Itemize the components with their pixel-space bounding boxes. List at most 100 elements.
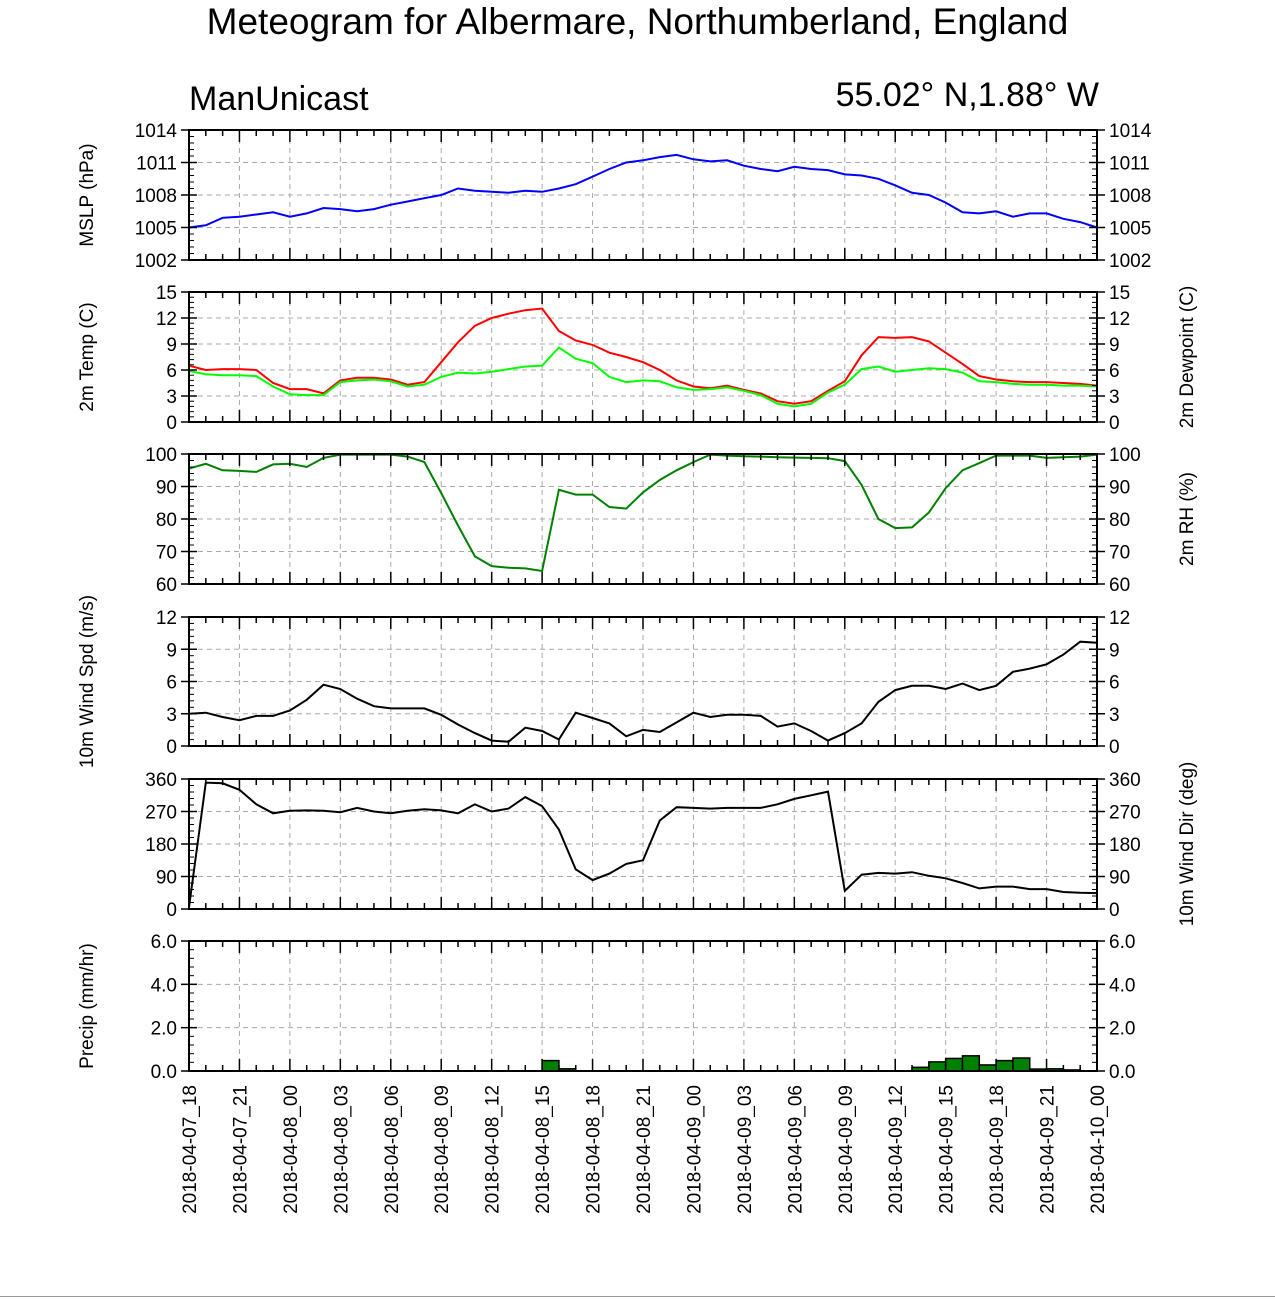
y-tick-label-left: 12 (156, 309, 177, 330)
x-tick-label: 2018-04-09_03 (735, 1085, 756, 1214)
precip-bar (944, 1057, 964, 1072)
y-tick-label-left: 100 (145, 445, 177, 466)
series-temp-temp (188, 307, 1098, 405)
location-coordinates: 55.02° N,1.88° W (835, 76, 1099, 114)
left-axis-label: Precip (mm/hr) (77, 943, 98, 1069)
y-tick-label-right: 1002 (1109, 251, 1151, 272)
y-tick-label-right: 0 (1109, 737, 1120, 758)
left-axis-label: MSLP (hPa) (77, 143, 98, 246)
y-tick-label-right: 90 (1109, 868, 1130, 889)
y-tick-label-right: 1014 (1109, 121, 1152, 142)
precip-bar (995, 1059, 1014, 1072)
y-tick-label-left: 360 (145, 770, 177, 791)
x-tick-label: 2018-04-08_00 (281, 1085, 302, 1214)
x-tick-label: 2018-04-09_09 (836, 1085, 857, 1214)
x-tick-label: 2018-04-08_09 (432, 1085, 453, 1214)
precip-bar (541, 1059, 560, 1072)
x-tick-label: 2018-04-09_21 (1038, 1085, 1059, 1214)
x-tick-label: 2018-04-08_18 (584, 1085, 605, 1214)
x-tick-label: 2018-04-08_06 (382, 1085, 403, 1214)
y-tick-label-right: 3 (1109, 387, 1120, 408)
panel-temp: 0 3 6 9 12 15 0 3 6 9 12 15 2m Temp (C) 2m Dewpoint (… (77, 283, 1198, 434)
bottom-divider (0, 1296, 1275, 1297)
y-tick-label-left: 90 (156, 478, 177, 499)
precip-bar (1012, 1057, 1031, 1072)
x-tick-label: 2018-04-07_18 (180, 1085, 201, 1214)
y-tick-label-right: 12 (1109, 309, 1130, 330)
chart-title: Meteogram for Albermare, Northumberland,… (206, 1, 1069, 42)
y-tick-label-right: 12 (1109, 608, 1130, 629)
y-tick-label-right: 60 (1109, 575, 1130, 596)
y-tick-label-left: 1014 (135, 121, 178, 142)
y-tick-label-left: 6 (166, 361, 177, 382)
y-tick-label-left: 0.0 (151, 1062, 177, 1083)
model-name: ManUnicast (189, 80, 369, 118)
x-tick-label: 2018-04-08_03 (331, 1085, 352, 1214)
y-tick-label-right: 15 (1109, 283, 1130, 304)
y-tick-label-left: 9 (166, 640, 177, 661)
y-tick-label-left: 3 (166, 705, 177, 726)
right-axis-label: 2m RH (%) (1177, 472, 1198, 566)
x-tick-label: 2018-04-09_06 (785, 1085, 806, 1214)
y-tick-label-left: 1002 (135, 251, 177, 272)
y-tick-label-right: 2.0 (1109, 1019, 1135, 1040)
y-tick-label-left: 9 (166, 335, 177, 356)
panel-wspd: 0 3 6 9 12 0 3 6 9 12 10m Wind Spd (m/s) (77, 595, 1130, 768)
y-tick-label-left: 0 (166, 900, 177, 921)
y-tick-label-right: 360 (1109, 770, 1141, 791)
precip-bar (961, 1055, 981, 1072)
y-tick-label-left: 70 (156, 543, 177, 564)
y-tick-label-left: 1011 (136, 154, 177, 175)
series-wspd-wind (188, 640, 1098, 743)
x-tick-label: 2018-04-09_12 (886, 1085, 907, 1214)
y-tick-label-right: 3 (1109, 705, 1120, 726)
y-tick-label-left: 180 (145, 835, 177, 856)
y-tick-label-left: 1008 (135, 186, 177, 207)
x-tick-label: 2018-04-09_00 (684, 1085, 705, 1214)
precip-bar (928, 1061, 947, 1072)
y-tick-label-left: 4.0 (151, 975, 177, 996)
y-tick-label-left: 270 (145, 803, 177, 824)
y-tick-label-right: 9 (1109, 640, 1120, 661)
y-tick-label-left: 2.0 (151, 1019, 177, 1040)
y-tick-label-left: 12 (156, 608, 177, 629)
y-tick-label-left: 6 (166, 673, 177, 694)
y-tick-label-right: 0 (1109, 900, 1120, 921)
y-tick-label-left: 90 (156, 868, 177, 889)
y-tick-label-right: 180 (1109, 835, 1141, 856)
y-tick-label-left: 3 (166, 387, 177, 408)
y-tick-label-right: 1008 (1109, 186, 1151, 207)
x-tick-label: 2018-04-09_15 (937, 1085, 958, 1214)
right-axis-label: 10m Wind Dir (deg) (1177, 762, 1198, 927)
x-tick-label: 2018-04-08_21 (634, 1085, 655, 1214)
y-tick-label-left: 0 (166, 413, 177, 434)
panel-precip: 0.0 2.0 4.0 6.0 0.0 2.0 4.0 6.0 Precip (mm/hr) (77, 932, 1135, 1083)
x-tick-label: 2018-04-08_15 (533, 1085, 554, 1214)
right-axis-label: 2m Dewpoint (C) (1177, 286, 1198, 429)
y-tick-label-right: 0 (1109, 413, 1120, 434)
series-temp-dewpoint (188, 346, 1098, 408)
panel-wdir: 0 90 180 270 360 0 90 180 270 360 10m Wind Dir (de… (145, 762, 1198, 927)
x-tick-label: 2018-04-08_12 (483, 1085, 504, 1214)
y-tick-label-right: 6 (1109, 361, 1120, 382)
y-tick-label-left: 15 (156, 283, 177, 304)
y-tick-label-right: 6.0 (1109, 932, 1135, 953)
y-tick-label-left: 1005 (135, 219, 177, 240)
panel-rh: 60 70 80 90 100 60 70 80 90 100 2m RH (%) (145, 445, 1198, 596)
left-axis-label: 2m Temp (C) (77, 302, 98, 411)
y-tick-label-right: 70 (1109, 543, 1130, 564)
series-wdir-wind (188, 781, 1098, 908)
y-tick-label-left: 0 (166, 737, 177, 758)
y-tick-label-right: 270 (1109, 803, 1141, 824)
y-tick-label-right: 80 (1109, 510, 1130, 531)
y-tick-label-right: 1011 (1109, 154, 1150, 175)
left-axis-label: 10m Wind Spd (m/s) (77, 595, 98, 768)
y-tick-label-right: 6 (1109, 673, 1120, 694)
series-mslp-mslp (188, 153, 1098, 229)
y-tick-label-left: 60 (156, 575, 177, 596)
y-tick-label-right: 100 (1109, 445, 1141, 466)
y-tick-label-right: 90 (1109, 478, 1130, 499)
y-tick-label-right: 9 (1109, 335, 1120, 356)
y-tick-label-right: 1005 (1109, 219, 1151, 240)
